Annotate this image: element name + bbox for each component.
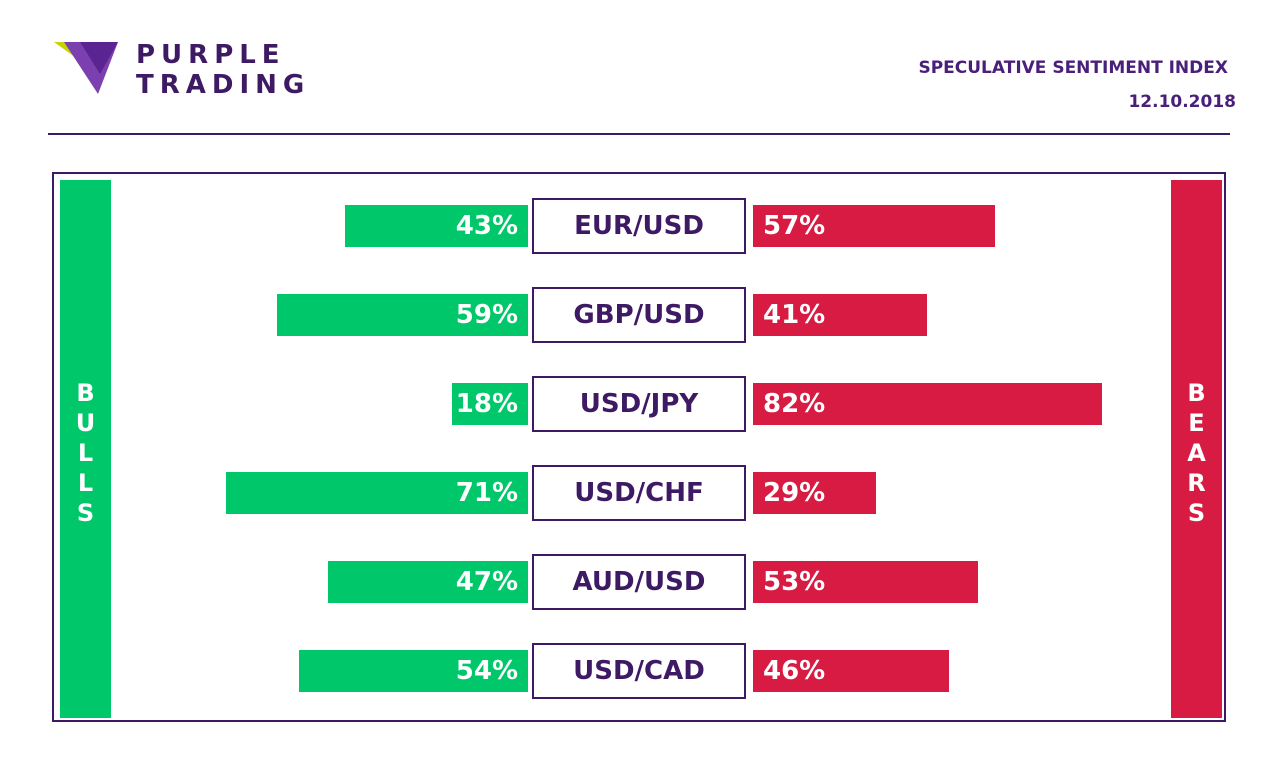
purple-trading-logo [54,42,118,94]
bear-value-label-3: 29% [763,478,826,508]
header-divider [48,133,1230,135]
bull-value-label-1: 59% [455,300,518,330]
bull-value-label-4: 47% [455,567,518,597]
bull-bar-1 [277,294,528,336]
report-date: 12.10.2018 [1128,92,1236,112]
bear-value-label-5: 46% [763,656,826,686]
bear-value-label-0: 57% [763,211,826,241]
pair-label-0: EUR/USD [532,198,746,254]
bull-bar-5 [298,650,528,692]
bear-bar-1 [753,294,928,336]
bear-bar-2 [753,383,1102,425]
brand-name-line2: TRADING [136,70,311,100]
bull-value-label-3: 71% [455,478,518,508]
bear-value-label-1: 41% [763,300,826,330]
bull-bar-2 [451,383,528,425]
bull-value-label-0: 43% [455,211,518,241]
bull-value-label-2: 18% [455,389,518,419]
bull-bar-4 [328,561,528,603]
pair-label-4: AUD/USD [532,554,746,610]
brand-name-line1: PURPLE [136,40,286,70]
page-title: SPECULATIVE SENTIMENT INDEX [918,58,1228,78]
bear-value-label-4: 53% [763,567,826,597]
bulls-side-bar [60,180,111,718]
pair-label-5: USD/CAD [532,643,746,699]
bear-bar-3 [753,472,877,514]
chart-frame [52,172,1226,722]
pair-label-2: USD/JPY [532,376,746,432]
bear-bar-4 [753,561,979,603]
bear-bar-5 [753,650,949,692]
bull-bar-3 [226,472,528,514]
bull-value-label-5: 54% [455,656,518,686]
pair-label-1: GBP/USD [532,287,746,343]
bears-side-bar [1171,180,1222,718]
bull-bar-0 [345,205,528,247]
bear-value-label-2: 82% [763,389,826,419]
pair-label-3: USD/CHF [532,465,746,521]
bear-bar-0 [753,205,996,247]
